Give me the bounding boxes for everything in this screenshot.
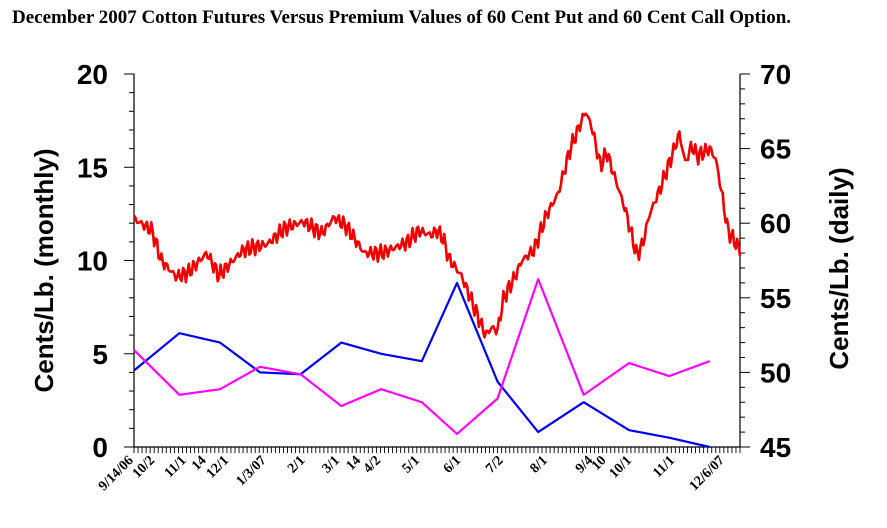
left-axis-title: Cents/Lb. (monthly) <box>29 148 59 392</box>
x-tick-label: 11/1 <box>650 453 678 481</box>
x-tick-label: 4/2 <box>361 453 384 476</box>
x-tick-label: 12/1 <box>204 453 232 481</box>
left-tick-label: 0 <box>92 432 108 463</box>
right-tick-label: 55 <box>760 283 791 314</box>
x-tick-label: 8/1 <box>527 453 550 476</box>
right-tick-label: 45 <box>760 432 791 463</box>
series-line-2 <box>132 112 742 339</box>
x-tick-label: 6/1 <box>441 453 464 476</box>
left-tick-label: 10 <box>77 246 108 277</box>
x-tick-label: 3/1 <box>320 453 343 476</box>
right-tick-label: 60 <box>760 208 791 239</box>
x-tick-label: 2/1 <box>285 453 308 476</box>
x-tick-label: 14 <box>344 453 365 474</box>
x-tick-label: 10/2 <box>130 453 158 481</box>
right-axis-title: Cents/Lb. (daily) <box>824 167 854 369</box>
series-lines <box>132 112 742 449</box>
series-line-1 <box>133 278 711 435</box>
x-tick-label: 5/1 <box>400 453 423 476</box>
axis-ticks <box>124 73 750 453</box>
left-tick-label: 20 <box>77 59 108 90</box>
left-tick-label: 15 <box>77 152 108 183</box>
x-tick-label: 12/6/07 <box>687 453 728 494</box>
right-tick-label: 65 <box>760 134 791 165</box>
right-tick-label: 50 <box>760 357 791 388</box>
x-tick-label: 10/1 <box>607 453 635 481</box>
chart-title: December 2007 Cotton Futures Versus Prem… <box>12 7 792 28</box>
right-tick-label: 70 <box>760 59 791 90</box>
x-tick-label: 7/2 <box>483 453 506 476</box>
plot-frame <box>133 74 741 448</box>
series-line-0 <box>133 281 710 449</box>
x-tick-label: 11/1 <box>162 453 190 481</box>
left-tick-label: 5 <box>92 339 108 370</box>
x-tick-label: 1/3/07 <box>234 453 270 489</box>
